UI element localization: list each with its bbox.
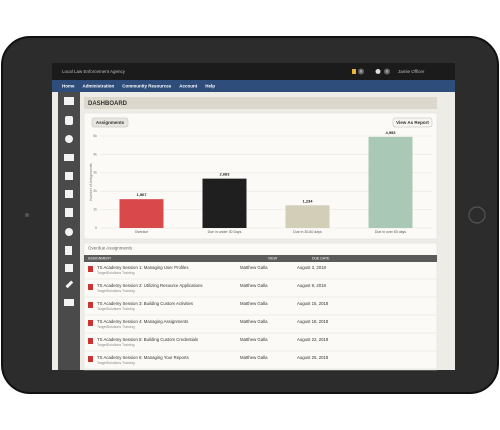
icon-folder[interactable] [64,299,74,306]
bar[interactable] [202,178,247,228]
message-icon [375,69,381,74]
assignment-owner: Matthew Galla [240,355,268,360]
row-icon [88,302,93,308]
assignment-subtitle: TargetSolutions Training [97,343,135,347]
alert-badge[interactable] [358,68,364,75]
assignment-title[interactable]: TS Academy Session 5: Building Custom Cr… [97,337,198,342]
home-button [468,206,486,224]
row-icon [88,338,93,344]
icon-book[interactable] [64,154,74,161]
table-title: Overdue Assignments [88,246,133,251]
icon-file[interactable] [65,246,72,255]
due-date: August 18, 2018 [297,319,329,324]
assignment-title[interactable]: TS Academy Session 3: Building Custom Ac… [97,301,193,306]
icon-check[interactable] [65,190,73,198]
assignment-owner: Matthew Galla [240,265,268,270]
y-tick-label: 4k [93,152,97,156]
assignment-subtitle: TargetSolutions Training [97,289,135,293]
user-name[interactable]: Jamie Officer [398,69,425,74]
due-date: August 25, 2018 [297,355,329,360]
bar[interactable] [368,136,413,228]
icon-users[interactable] [65,135,73,143]
page-title: DASHBOARD [88,101,128,107]
assignment-subtitle: TargetSolutions Training [97,361,135,365]
column-header: ASSIGNMENT [88,257,112,261]
message-badge[interactable] [384,68,390,75]
assignment-subtitle: TargetSolutions Training [97,325,135,329]
table-header [84,255,437,262]
assignment-owner: Matthew Galla [240,337,268,342]
value-label: 1,567 [136,192,147,197]
due-date: August 22, 2018 [297,337,329,342]
table-panel [83,242,438,371]
value-label: 1,234 [302,198,313,203]
value-label: 4,953 [385,130,396,135]
message-count: 0 [386,70,388,74]
x-tick-label: Due in under 30 Days [208,230,242,234]
top-bar [52,63,455,80]
row-icon [88,266,93,272]
y-axis-label: Number of Assignments [89,163,93,200]
nav-item[interactable]: Home [62,84,75,89]
value-label: 2,683 [219,172,230,177]
agency-name: Local Law Enforcement Agency [62,69,126,74]
x-tick-label: Overdue [135,230,148,234]
table-rows: TS Academy Session 1: Managing User Prof… [84,265,437,370]
assignment-title[interactable]: TS Academy Session 4: Managing Assignmen… [97,319,188,324]
row-icon [88,284,93,290]
row-icon [88,356,93,362]
page-header [84,97,437,109]
y-tick-label: 3k [93,171,97,175]
icon-form[interactable] [65,264,73,272]
report-button[interactable] [392,117,433,128]
icon-badge[interactable] [65,228,73,236]
column-header: VIEW [268,257,278,261]
x-tick-label: Due in over 60 days [375,230,406,234]
nav-item[interactable]: Account [179,84,198,89]
assignments-button-label: Assignments [96,120,125,125]
sidebar-icons [64,97,74,306]
bar[interactable] [285,205,330,228]
assignment-title[interactable]: TS Academy Session 6: Managing Your Repo… [97,355,189,360]
due-date: August 15, 2018 [297,301,329,306]
assignment-owner: Matthew Galla [240,283,268,288]
report-button-label: View As Report [396,120,429,125]
assignments-button[interactable] [91,117,129,128]
chart: 0 1k 2k 3k 4k 5k 1,567 Overdue 2,683 Due in under… [93,130,432,234]
nav-item[interactable]: Community Resources [122,84,172,89]
y-tick-label: 5k [93,134,97,138]
x-tick-label: Due in 30-60 days [293,230,322,234]
assignment-title[interactable]: TS Academy Session 2: Utilizing Resource… [97,283,203,288]
nav-items: Home Administration Community Resources Acc… [62,84,215,89]
column-header: DUE DATE [312,257,330,261]
assignment-title[interactable]: TS Academy Session 1: Managing User Prof… [97,265,188,270]
icon-edit[interactable] [65,172,73,180]
y-tick-label: 0 [95,226,97,230]
icon-calendar[interactable] [65,208,73,217]
assignment-owner: Matthew Galla [240,301,268,306]
alert-count: 0 [360,70,362,74]
row-icon [88,320,93,326]
nav-bar [52,80,455,92]
due-date: August 9, 2018 [297,283,327,288]
bar[interactable] [119,199,164,228]
assignment-owner: Matthew Galla [240,319,268,324]
nav-item[interactable]: Help [205,84,215,89]
assignment-subtitle: TargetSolutions Training [97,271,135,275]
nav-item[interactable]: Administration [83,84,115,89]
icon-wrench[interactable] [65,280,74,289]
alert-icon [352,69,356,74]
camera [25,213,29,217]
icon-database[interactable] [65,116,73,125]
due-date: August 3, 2018 [297,265,327,270]
assignment-subtitle: TargetSolutions Training [97,307,135,311]
y-tick-label: 1k [93,208,97,212]
icon-chart[interactable] [64,97,74,105]
y-tick-label: 2k [93,189,97,193]
